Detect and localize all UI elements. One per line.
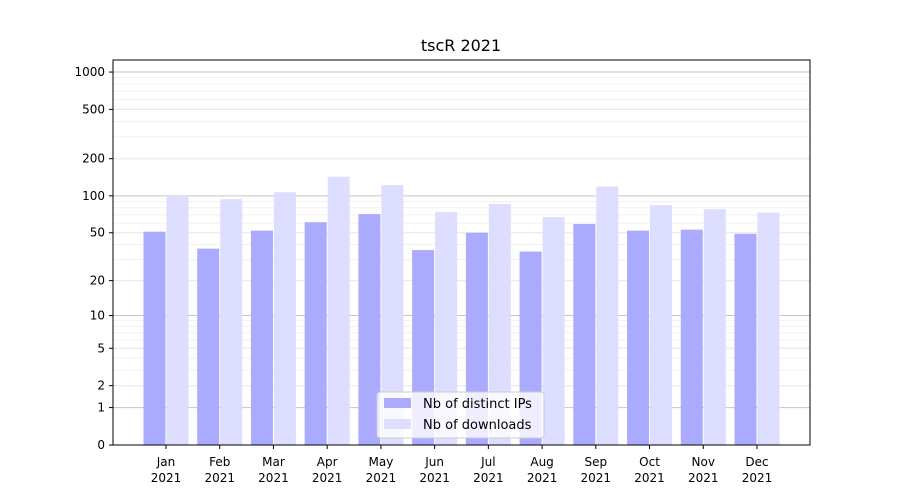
y-tick-label: 20: [90, 274, 105, 288]
bar-downloads: [166, 195, 189, 445]
x-tick-label: Feb 2021: [204, 455, 235, 485]
legend-label-downloads: Nb of downloads: [423, 418, 532, 433]
bar-downloads: [273, 192, 296, 445]
bars-layer: [143, 176, 780, 446]
y-tick-label: 0: [97, 438, 105, 452]
legend-label-distinct-ips: Nb of distinct IPs: [423, 397, 532, 412]
legend: Nb of distinct IPs Nb of downloads: [376, 391, 545, 439]
bar-downloads: [542, 217, 565, 445]
x-tick-label: Jul 2021: [473, 455, 504, 485]
bar-distinct-ips: [627, 230, 650, 445]
y-tick-label: 1000: [74, 65, 105, 79]
y-tick-label: 200: [82, 152, 105, 166]
y-tick-label: 500: [82, 102, 105, 116]
legend-box: [376, 391, 545, 439]
x-tick-label: May 2021: [366, 455, 397, 485]
bar-distinct-ips: [680, 229, 703, 445]
x-tick-label: Sep 2021: [581, 455, 612, 485]
bar-downloads: [703, 209, 726, 445]
bar-downloads: [220, 199, 243, 445]
bar-downloads: [757, 212, 780, 445]
bar-distinct-ips: [573, 223, 596, 445]
x-tick-label: Dec 2021: [742, 455, 773, 485]
y-tick-label: 1: [97, 401, 105, 415]
legend-swatch-distinct-ips: [384, 398, 411, 408]
x-axis: Jan 2021 Feb 2021 Mar 2021 Apr 2021 May 2021 Jun 20…: [151, 445, 773, 485]
x-tick-label: Mar 2021: [258, 455, 289, 485]
x-tick-label: Nov 2021: [688, 455, 719, 485]
x-tick-label: Aug 2021: [527, 455, 558, 485]
y-tick-label: 5: [97, 341, 105, 355]
bar-downloads: [327, 176, 350, 445]
bar-downloads: [381, 185, 404, 446]
x-tick-label: Oct 2021: [634, 455, 665, 485]
bar-distinct-ips: [358, 214, 381, 445]
y-tick-label: 2: [97, 379, 105, 393]
legend-swatch-downloads: [384, 419, 411, 429]
x-tick-label: Apr 2021: [312, 455, 343, 485]
y-tick-label: 100: [82, 189, 105, 203]
bar-distinct-ips: [304, 222, 327, 445]
bar-downloads: [488, 203, 511, 445]
y-tick-label: 10: [90, 309, 105, 323]
bar-distinct-ips: [734, 233, 757, 445]
x-tick-label: Jan 2021: [151, 455, 182, 485]
y-axis: 0 1 2 5 10 20 50 100 200 500 1000: [74, 65, 113, 452]
bar-distinct-ips: [143, 231, 166, 445]
bar-distinct-ips: [250, 230, 273, 445]
chart-title: tscR 2021: [421, 36, 501, 55]
bar-downloads: [435, 211, 458, 445]
plot-frame: [112, 59, 811, 446]
bar-downloads: [650, 205, 673, 445]
bar-downloads: [596, 186, 619, 445]
y-tick-label: 50: [90, 226, 105, 240]
x-tick-label: Jun 2021: [419, 455, 450, 485]
bar-distinct-ips: [197, 248, 220, 445]
